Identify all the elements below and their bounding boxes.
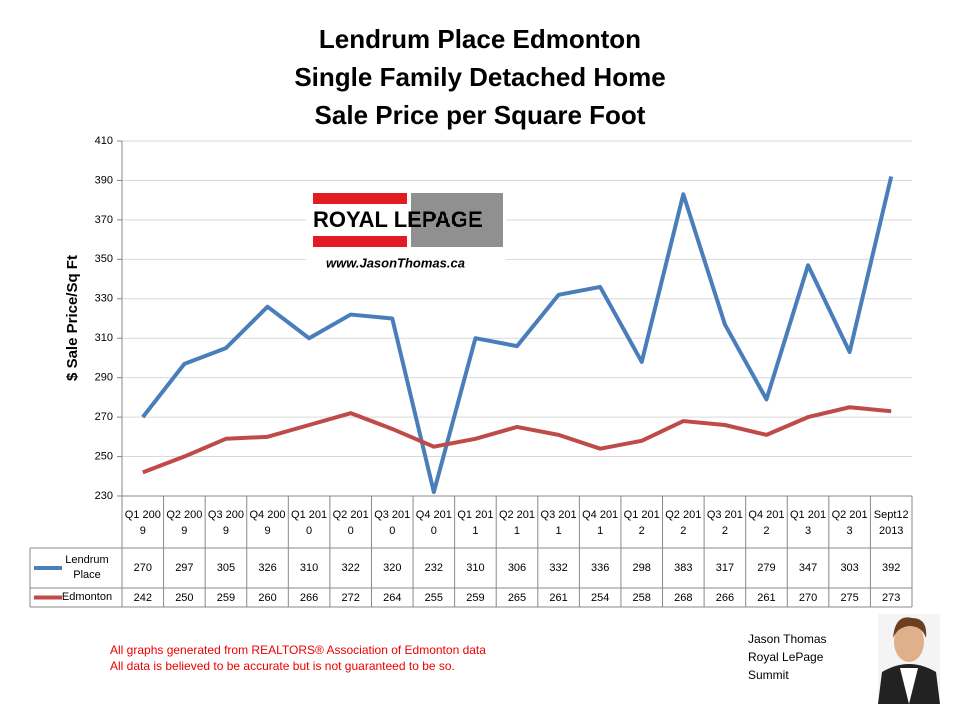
- category-label: Q2 2013: [831, 509, 868, 537]
- table-value: 383: [674, 562, 693, 574]
- legend-label: Edmonton: [61, 591, 113, 603]
- footnote: All data is believed to be accurate but …: [110, 659, 455, 673]
- category-label: Q4 2011: [582, 509, 619, 537]
- table-value: 275: [840, 591, 859, 604]
- agent-text: Summit: [748, 668, 789, 682]
- table-value: 259: [216, 591, 236, 604]
- table-value: 336: [590, 562, 610, 574]
- y-tick-label: 330: [95, 293, 113, 305]
- category-label: Sept12 2013: [873, 509, 909, 537]
- table-value: 326: [258, 562, 277, 574]
- category-label: Q2 2010: [332, 509, 369, 537]
- table-value: 242: [133, 591, 152, 604]
- table-value: 254: [590, 591, 610, 604]
- y-tick-label: 250: [95, 450, 113, 462]
- agent-text: Royal LePage: [748, 650, 824, 664]
- table-value: 265: [507, 591, 527, 604]
- logo-barcode: [411, 193, 503, 247]
- category-label: Q3 2009: [207, 509, 244, 537]
- table-value: 250: [175, 591, 194, 604]
- category-label: Q2 2009: [166, 509, 203, 537]
- logo-url: www.JasonThomas.ca: [326, 255, 465, 270]
- table-value: 297: [175, 562, 194, 574]
- table-value: 264: [383, 591, 402, 604]
- table-value: 392: [882, 562, 901, 574]
- y-tick-label: 410: [95, 135, 113, 147]
- logo-bar: [313, 236, 407, 247]
- agent-photo: [878, 614, 940, 704]
- table-value: 232: [424, 562, 444, 574]
- category-label: Q3 2012: [706, 509, 743, 537]
- y-tick-label: 310: [95, 332, 113, 344]
- y-tick-label: 270: [95, 411, 113, 423]
- table-value: 279: [757, 562, 776, 574]
- series-line: [141, 176, 894, 495]
- y-tick-label: 370: [95, 214, 113, 226]
- table-value: 332: [549, 562, 568, 574]
- category-label: Q1 2010: [291, 509, 328, 537]
- chart-title: Single Family Detached Home: [294, 62, 666, 92]
- logo-brand: ROYAL LEPAGE: [313, 207, 483, 232]
- table-value: 258: [632, 591, 651, 604]
- table-value: 273: [882, 591, 901, 604]
- table-value: 298: [632, 562, 651, 574]
- table-value: 268: [674, 591, 693, 604]
- table-value: 303: [840, 562, 859, 574]
- table-value: 317: [715, 562, 735, 574]
- category-label: Q1 2012: [623, 509, 660, 537]
- table-value: 347: [798, 562, 818, 574]
- category-label: Q4 2009: [249, 509, 286, 537]
- y-tick-label: 230: [95, 490, 113, 502]
- photo-shirt: [900, 668, 918, 704]
- table-value: 266: [715, 591, 735, 604]
- y-tick-label: 390: [95, 174, 113, 186]
- category-label: Q1 2011: [457, 509, 494, 537]
- category-label: Q4 2010: [415, 509, 452, 537]
- category-label: Q2 2011: [498, 509, 536, 537]
- series-line: [142, 405, 892, 475]
- table-value: 266: [299, 591, 319, 604]
- category-label: Q3 2011: [540, 509, 577, 537]
- table-value: 260: [258, 591, 277, 604]
- table-value: 270: [798, 591, 818, 604]
- category-label: Q1 2009: [124, 509, 161, 537]
- table-value: 261: [549, 591, 568, 604]
- photo-hair: [893, 617, 927, 638]
- table-value: 320: [383, 562, 402, 574]
- legend-label: Lendrum Place: [65, 554, 109, 581]
- table-value: 305: [216, 562, 236, 574]
- agent-text: Jason Thomas: [748, 632, 827, 646]
- table-value: 310: [466, 562, 485, 574]
- footnote: All graphs generated from REALTORS® Asso…: [110, 643, 486, 657]
- table-value: 272: [341, 591, 360, 604]
- table-value: 255: [424, 591, 444, 604]
- y-tick-label: 350: [95, 253, 113, 265]
- chart-title: Sale Price per Square Foot: [314, 100, 646, 130]
- table-value: 310: [299, 562, 319, 574]
- table-value: 270: [133, 562, 152, 574]
- category-label: Q4 2012: [748, 509, 785, 537]
- table-value: 322: [341, 562, 360, 574]
- table-value: 259: [466, 591, 485, 604]
- y-axis-label: $ Sale Price/Sq Ft: [64, 255, 81, 381]
- logo: ROYAL LEPAGE www.JasonThomas.ca: [306, 188, 506, 270]
- category-label: Q2 2012: [665, 509, 702, 537]
- table-value: 306: [507, 562, 527, 574]
- photo-face: [894, 622, 924, 662]
- logo-bar: [313, 193, 407, 204]
- category-label: Q3 2010: [374, 509, 411, 537]
- chart-title: Lendrum Place Edmonton: [318, 24, 642, 54]
- category-label: Q1 2013: [789, 509, 827, 537]
- y-tick-label: 290: [95, 372, 113, 384]
- table-value: 261: [757, 591, 776, 604]
